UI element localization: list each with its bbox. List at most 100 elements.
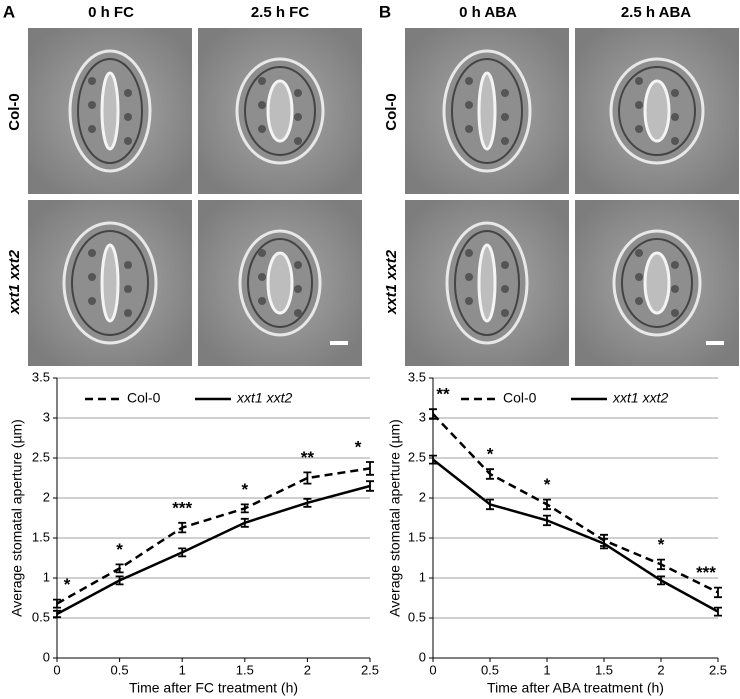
organelle: [635, 77, 643, 85]
y-axis-label: Average stomatal aperture (µm): [9, 419, 25, 617]
guard-cell: [244, 66, 316, 156]
significance: *: [658, 535, 665, 554]
y-tick-label: 3: [419, 409, 426, 424]
micrograph: [198, 200, 362, 366]
organelle: [88, 125, 96, 133]
series-line: [432, 413, 719, 594]
pore: [100, 71, 120, 151]
row-label: Col-0: [383, 93, 400, 131]
organelle: [258, 125, 266, 133]
panel-label: A: [3, 2, 15, 21]
series-line: [56, 484, 371, 616]
row-label: xxt1 xxt2: [6, 249, 23, 315]
error-bar: [429, 454, 437, 465]
y-tick-label: 1: [43, 569, 50, 584]
y-tick-label: 2: [419, 489, 426, 504]
guard-cell: [618, 66, 696, 156]
organelle: [671, 285, 679, 293]
y-tick-label: 2.5: [32, 449, 50, 464]
y-tick-label: 0.5: [32, 609, 50, 624]
x-tick-label: 2.5: [709, 662, 727, 677]
pore: [643, 251, 671, 315]
error-bar: [486, 468, 494, 480]
guard-cell: [621, 238, 693, 328]
y-tick-label: 3: [43, 409, 50, 424]
organelle: [88, 273, 96, 281]
pore: [266, 251, 294, 315]
significance: *: [355, 437, 362, 456]
micrograph: [28, 28, 192, 194]
error-bar: [366, 480, 374, 492]
x-tick-label: 1.5: [595, 662, 613, 677]
x-tick-label: 0.5: [481, 662, 499, 677]
pore: [477, 243, 497, 323]
y-tick-label: 1.5: [32, 529, 50, 544]
pore: [266, 79, 294, 143]
organelle: [124, 261, 132, 269]
significance: **: [301, 448, 315, 467]
organelle: [294, 309, 302, 317]
error-bar: [543, 514, 551, 527]
organelle: [465, 273, 473, 281]
organelle: [124, 89, 132, 97]
organelle: [671, 89, 679, 97]
legend-label: Col-0: [503, 390, 537, 406]
x-tick-label: 1: [543, 662, 550, 677]
error-bar: [486, 498, 494, 511]
organelle: [124, 113, 132, 121]
error-bar: [53, 598, 61, 609]
organelle: [258, 273, 266, 281]
error-bar: [303, 471, 312, 485]
organelle: [294, 113, 302, 121]
error-bar: [115, 575, 124, 586]
y-tick-label: 1.5: [408, 529, 426, 544]
organelle: [465, 101, 473, 109]
significance: **: [436, 385, 450, 404]
pore: [477, 71, 497, 151]
organelle: [88, 297, 96, 305]
x-tick-label: 1: [179, 662, 186, 677]
organelle: [501, 309, 509, 317]
y-tick-label: 0: [43, 649, 50, 664]
organelle: [294, 261, 302, 269]
guard-cell: [71, 230, 149, 336]
organelle: [635, 101, 643, 109]
error-bar: [178, 547, 187, 558]
error-bar: [53, 609, 61, 619]
error-bar: [240, 503, 249, 514]
micrograph: [405, 28, 569, 194]
organelle: [258, 249, 266, 257]
error-bar: [657, 558, 665, 571]
organelle: [635, 249, 643, 257]
micrograph: [575, 200, 739, 366]
organelle: [88, 101, 96, 109]
significance: *: [544, 475, 551, 494]
column-header: 0 h FC: [88, 4, 134, 21]
guard-cell: [247, 238, 313, 328]
micrograph: [28, 200, 192, 366]
x-tick-label: 0: [429, 662, 436, 677]
row-label: Col-0: [6, 93, 23, 131]
y-tick-label: 2: [43, 489, 50, 504]
column-header: 2.5 h FC: [251, 4, 310, 21]
x-tick-label: 0.5: [111, 662, 129, 677]
error-bar: [303, 497, 312, 508]
error-bar: [714, 586, 722, 599]
significance: *: [487, 445, 494, 464]
legend-label: xxt1 xxt2: [612, 390, 668, 406]
x-tick-label: 2.5: [361, 662, 379, 677]
organelle: [294, 89, 302, 97]
row-label: xxt1 xxt2: [383, 249, 400, 315]
y-tick-label: 2.5: [408, 449, 426, 464]
organelle: [501, 261, 509, 269]
pore: [100, 243, 120, 323]
legend-label: xxt1 xxt2: [236, 390, 292, 406]
organelle: [124, 137, 132, 145]
organelle: [465, 249, 473, 257]
organelle: [635, 297, 643, 305]
guard-cell: [451, 58, 523, 164]
panel-label: B: [379, 2, 391, 21]
organelle: [501, 285, 509, 293]
x-tick-label: 2: [657, 662, 664, 677]
